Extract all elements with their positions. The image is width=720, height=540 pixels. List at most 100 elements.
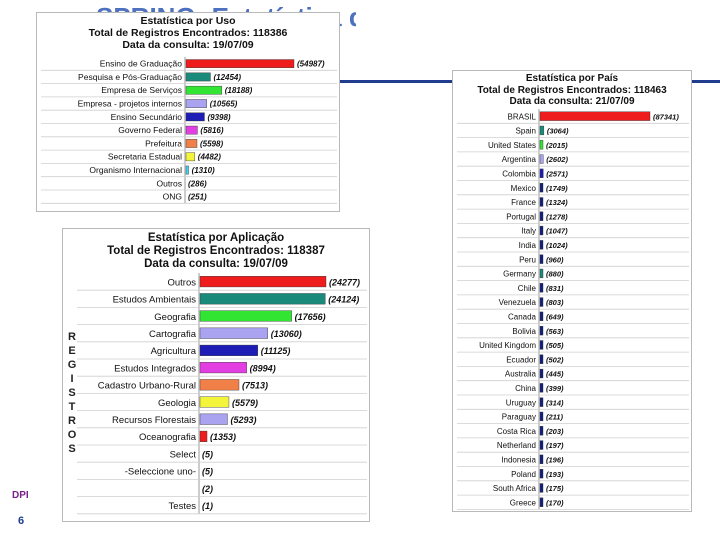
value-label: (2015)	[546, 141, 568, 150]
value-label: (1749)	[546, 184, 568, 193]
bar	[539, 326, 544, 336]
bar	[199, 430, 208, 442]
bar-chart-uso: Ensino de Graduação (54987) Pesquisa e Pós…	[41, 57, 337, 204]
category-label: Empresa - projetos internos	[78, 98, 182, 108]
category-label: Chile	[518, 284, 537, 293]
registros-letter: G	[67, 359, 77, 371]
value-label: (399)	[546, 384, 564, 393]
category-label: United States	[488, 141, 536, 150]
chart-panel-uso: Estatística por Uso Total de Registros E…	[36, 12, 340, 212]
value-label: (170)	[546, 498, 564, 507]
registros-letter: R	[68, 415, 76, 427]
value-label: (5579)	[232, 398, 258, 408]
category-label: Prefeitura	[145, 138, 182, 148]
category-label: Cadastro Urbano-Rural	[98, 381, 196, 392]
category-label: Recursos Florestais	[112, 415, 196, 426]
category-label: Estudos Integrados	[114, 363, 196, 374]
value-label: (193)	[546, 470, 564, 479]
bar	[185, 99, 207, 108]
value-label: (2571)	[546, 169, 568, 178]
bar	[185, 112, 205, 122]
category-label: Indonesia	[501, 455, 536, 464]
bar	[199, 362, 247, 374]
category-label: Ensino de Graduação	[100, 59, 182, 69]
page-number: 6	[18, 515, 25, 527]
chart-subtitle: Total de Registros Encontrados: 118386	[88, 27, 288, 40]
chart-panel-aplicacao: Estatística por Aplicação Total de Regis…	[62, 228, 370, 522]
bar	[539, 440, 544, 450]
category-label: Cartografia	[149, 329, 197, 340]
category-label: Testes	[169, 501, 197, 512]
category-label: Australia	[505, 370, 537, 379]
registros-letter: R	[68, 331, 76, 343]
bar	[539, 268, 544, 279]
bar	[539, 283, 544, 293]
category-label: -Seleccione uno-	[125, 467, 196, 478]
bar	[185, 139, 198, 148]
registros-letter: S	[68, 443, 76, 455]
bar	[539, 469, 544, 479]
value-label: (5)	[202, 467, 213, 477]
category-label: BRASIL	[508, 112, 537, 121]
category-label: Canada	[508, 312, 537, 321]
category-label: Poland	[511, 470, 536, 479]
bar-chart-aplicacao: Outros (24277) Estudos Ambientais (24124) Ge…	[77, 273, 367, 515]
bar	[539, 183, 544, 193]
bar	[539, 197, 544, 207]
value-label: (197)	[546, 441, 564, 450]
value-label: (17656)	[295, 312, 326, 322]
category-label: Geologia	[158, 398, 197, 409]
value-label: (12454)	[213, 73, 241, 82]
bar	[539, 383, 544, 393]
category-label: Bolivia	[512, 327, 536, 336]
category-label: Ensino Secundário	[111, 112, 183, 122]
category-label: Italy	[521, 227, 536, 236]
bar	[199, 327, 268, 339]
category-label: Spain	[516, 127, 536, 136]
registros-letter: S	[68, 387, 76, 399]
bar	[185, 152, 196, 162]
value-label: (10565)	[210, 99, 238, 108]
bar	[539, 211, 544, 221]
value-label: (649)	[546, 312, 564, 321]
bar	[539, 125, 545, 136]
category-label: Oceanografia	[139, 432, 197, 443]
value-label: (1)	[202, 501, 213, 511]
category-label: Agricultura	[151, 346, 197, 357]
category-label: Empresa de Serviços	[101, 85, 182, 95]
value-label: (286)	[188, 179, 207, 188]
bar	[539, 368, 544, 379]
bar	[539, 225, 544, 236]
bar	[185, 165, 189, 175]
value-label: (1324)	[546, 198, 568, 207]
category-label: India	[519, 241, 537, 250]
bar	[539, 483, 544, 493]
category-label: Colombia	[502, 169, 536, 178]
value-label: (8994)	[250, 363, 276, 373]
value-label: (5816)	[200, 126, 223, 135]
bar	[539, 111, 651, 121]
value-label: (1353)	[210, 432, 236, 442]
bar	[539, 297, 544, 307]
value-label: (11125)	[261, 346, 291, 356]
value-label: (960)	[546, 255, 564, 264]
dpi-logo: DPI	[12, 490, 29, 501]
bar	[539, 154, 544, 164]
bar	[199, 310, 292, 322]
bar	[539, 426, 544, 436]
bar	[199, 413, 228, 425]
value-label: (4482)	[198, 153, 221, 162]
category-label: Estudos Ambientais	[113, 295, 197, 306]
value-label: (2602)	[546, 155, 568, 164]
category-label: Greece	[510, 498, 537, 507]
chart-date: Data da consulta: 21/07/09	[509, 96, 635, 107]
value-label: (5293)	[230, 415, 256, 425]
category-label: Netherland	[497, 441, 536, 450]
value-label: (502)	[546, 355, 564, 364]
bar	[199, 293, 326, 305]
value-label: (211)	[546, 413, 563, 422]
value-label: (1278)	[546, 212, 568, 221]
chart-header-aplicacao: Estatística por Aplicação Total de Regis…	[63, 232, 369, 272]
category-label: Ecuador	[506, 355, 536, 364]
